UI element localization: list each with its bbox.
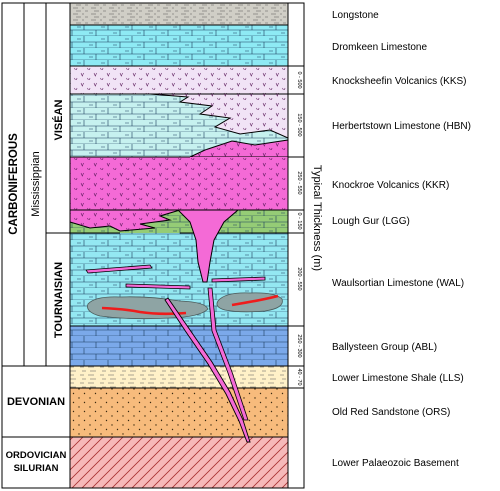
label-kkr: Knockroe Volcanics (KKR) xyxy=(332,180,449,191)
mud-mound-right xyxy=(216,292,283,313)
intrusion-dyke xyxy=(164,297,251,443)
period-column: CARBONIFEROUS Mississippian VISÉAN TOURN… xyxy=(1,2,71,489)
label-abl: Ballysteen Group (ABL) xyxy=(332,342,437,353)
thickness-lls: 40 - 70 xyxy=(296,368,302,385)
label-wal: Waulsortian Limestone (WAL) xyxy=(332,278,464,289)
stage-visean: VISÉAN xyxy=(52,99,65,140)
sills xyxy=(85,264,266,290)
thickness-abl: 250 - 300 xyxy=(296,334,302,357)
label-lgg: Lough Gur (LGG) xyxy=(332,216,410,227)
period-devonian: DEVONIAN xyxy=(7,396,65,408)
thickness-kkr: 250 - 550 xyxy=(296,171,302,194)
thickness-column: 0 - 500 150 - 500 250 - 550 0 - 150 200 … xyxy=(287,2,305,489)
label-hbn: Herbertstown Limestone (HBN) xyxy=(332,121,471,132)
stage-tournaisian: TOURNAISIAN xyxy=(53,262,65,338)
thickness-axis-label: Typical Thickness (m) xyxy=(311,165,323,271)
intrusion-feeder xyxy=(176,209,240,283)
epoch-mississippian: Mississippian xyxy=(30,151,42,216)
unit-labels: Longstone Dromkeen Limestone Knocksheefi… xyxy=(332,10,471,469)
label-ors: Old Red Sandstone (ORS) xyxy=(332,407,450,418)
thickness-lgg: 0 - 150 xyxy=(296,212,302,229)
thickness-kks: 0 - 500 xyxy=(296,71,302,88)
thickness-hbn: 150 - 500 xyxy=(296,113,302,136)
period-carboniferous: CARBONIFEROUS xyxy=(8,133,20,235)
lithology-column xyxy=(69,2,289,489)
label-lls: Lower Limestone Shale (LLS) xyxy=(332,373,464,384)
label-longstone: Longstone xyxy=(332,10,379,21)
thickness-wal: 200 - 550 xyxy=(296,267,302,290)
period-ordovician: ORDOVICIAN xyxy=(6,450,67,461)
period-silurian: SILURIAN xyxy=(14,463,59,474)
label-kks: Knocksheefin Volcanics (KKS) xyxy=(332,76,467,87)
label-basement: Lower Palaeozoic Basement xyxy=(332,458,459,469)
label-dromkeen: Dromkeen Limestone xyxy=(332,42,427,53)
